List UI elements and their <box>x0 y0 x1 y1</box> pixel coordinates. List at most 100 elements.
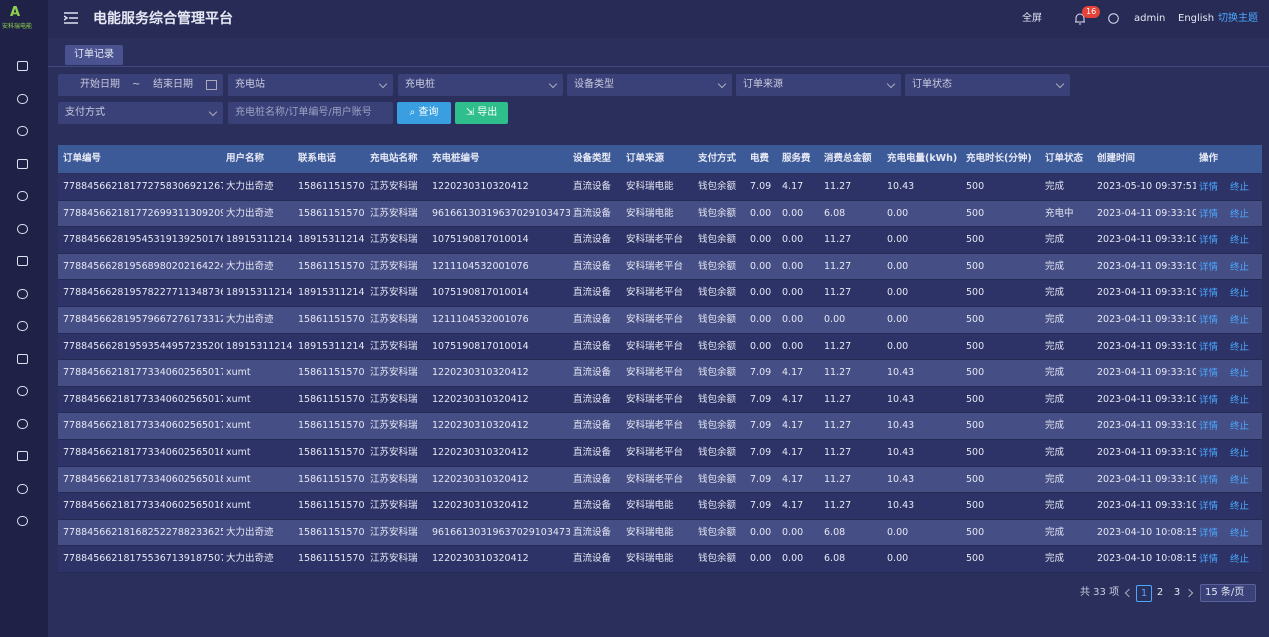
page-number[interactable]: 3 <box>1173 587 1181 598</box>
nav-icon[interactable] <box>17 223 28 234</box>
nav-icon[interactable] <box>17 61 28 71</box>
detail-link[interactable]: 详情 <box>1199 208 1219 220</box>
select[interactable] <box>398 74 563 96</box>
stop-link[interactable]: 终止 <box>1230 474 1250 486</box>
table-cell: 钱包余额 <box>698 447 737 458</box>
table-cell: 18915311214 <box>298 234 365 246</box>
page-number[interactable]: 2 <box>1156 587 1164 598</box>
table-cell: 充电中 <box>1045 207 1074 219</box>
select[interactable] <box>905 74 1070 96</box>
table-cell: 江苏安科瑞 <box>370 207 418 219</box>
table-cell: 2023-04-11 09:33:10 <box>1097 500 1196 512</box>
date-range[interactable] <box>58 74 223 96</box>
nav-icon[interactable] <box>17 386 28 396</box>
stop-link[interactable]: 终止 <box>1230 448 1250 459</box>
top-bar: 电能服务综合管理平台 全屏 16 admin English 切换主题 <box>48 0 1269 38</box>
stop-link[interactable]: 终止 <box>1230 341 1250 353</box>
stop-link[interactable]: 终止 <box>1230 527 1250 539</box>
table-cell: 安科瑞老平台 <box>626 393 684 405</box>
detail-link[interactable]: 详情 <box>1199 341 1219 353</box>
search-input[interactable] <box>228 102 393 124</box>
table-cell: 6.08 <box>824 526 846 538</box>
column-header: 用户名称 <box>226 153 265 164</box>
select[interactable] <box>736 74 901 96</box>
stop-link[interactable]: 终止 <box>1230 554 1250 566</box>
theme-switch[interactable]: 切换主题 <box>1218 13 1258 24</box>
table-cell: xumt <box>226 473 251 485</box>
nav-icon[interactable] <box>17 93 28 104</box>
detail-link[interactable]: 详情 <box>1199 261 1219 273</box>
stop-link[interactable]: 终止 <box>1230 261 1250 273</box>
nav-icon[interactable] <box>17 158 28 169</box>
detail-link[interactable]: 详情 <box>1199 474 1219 486</box>
stop-link[interactable]: 终止 <box>1230 421 1250 433</box>
detail-link[interactable]: 详情 <box>1199 235 1219 247</box>
end-date[interactable]: 结束日期 <box>153 79 193 90</box>
detail-link[interactable]: 详情 <box>1199 421 1219 433</box>
export-button[interactable]: ⇲ 导出 <box>455 102 508 124</box>
page-number[interactable]: 1 <box>1136 585 1152 602</box>
detail-link[interactable]: 详情 <box>1199 288 1219 300</box>
detail-link[interactable]: 详情 <box>1199 554 1219 566</box>
detail-link[interactable]: 详情 <box>1199 501 1219 513</box>
table-cell: 1220230310320412 <box>432 181 529 192</box>
next-arrow[interactable] <box>1184 588 1194 598</box>
stop-link[interactable]: 终止 <box>1230 288 1250 300</box>
stop-link[interactable]: 终止 <box>1230 182 1250 193</box>
nav-icon[interactable] <box>17 288 28 299</box>
nav-icon[interactable] <box>17 191 28 201</box>
stop-link[interactable]: 终止 <box>1230 235 1250 247</box>
prev-arrow[interactable] <box>1124 588 1134 598</box>
select[interactable] <box>58 102 223 124</box>
select[interactable] <box>567 74 732 96</box>
table-row <box>58 546 1262 573</box>
table-cell: 安科瑞电能 <box>626 500 674 512</box>
detail-link[interactable]: 详情 <box>1199 368 1219 380</box>
fullscreen[interactable]: 全屏 <box>1022 13 1042 24</box>
language-switch[interactable]: English <box>1178 13 1215 24</box>
table-cell: 7788456621817733406025650181 <box>63 473 223 485</box>
nav-icon[interactable] <box>17 418 28 429</box>
table-cell: 直流设备 <box>573 473 612 485</box>
detail-link[interactable]: 详情 <box>1199 182 1219 193</box>
help-icon[interactable] <box>1108 13 1119 24</box>
table-row <box>58 519 1262 547</box>
stop-link[interactable]: 终止 <box>1230 368 1250 380</box>
start-date[interactable]: 开始日期 <box>80 79 120 90</box>
tab[interactable]: 订单记录 <box>65 45 123 65</box>
stop-link[interactable]: 终止 <box>1230 394 1250 406</box>
nav-icon[interactable] <box>17 321 28 331</box>
stop-link[interactable]: 终止 <box>1230 501 1250 513</box>
table-cell: 10.43 <box>887 447 915 458</box>
user-name[interactable]: admin <box>1134 13 1166 24</box>
table-cell: 0.00 <box>750 234 772 246</box>
query-button[interactable]: ⌕ 查询 <box>397 102 451 124</box>
nav-icon[interactable] <box>17 126 28 136</box>
detail-link[interactable]: 详情 <box>1199 394 1219 406</box>
detail-link[interactable]: 详情 <box>1199 315 1219 326</box>
table-cell: 2023-04-10 10:08:15 <box>1097 553 1196 565</box>
page-size-select[interactable] <box>1200 584 1256 602</box>
nav-icon[interactable] <box>17 256 28 266</box>
nav-icon[interactable] <box>17 353 28 364</box>
nav-icon[interactable] <box>17 483 28 494</box>
column-header: 操作 <box>1199 153 1219 164</box>
table-cell: 直流设备 <box>573 367 612 379</box>
nav-icon[interactable] <box>17 451 28 461</box>
menu-icon[interactable] <box>64 12 78 24</box>
table-cell: 安科瑞老平台 <box>626 473 684 485</box>
select[interactable] <box>228 74 393 96</box>
stop-link[interactable]: 终止 <box>1230 208 1250 220</box>
page-size: 15 条/页 <box>1205 587 1245 598</box>
nav-icon[interactable] <box>17 516 28 526</box>
detail-link[interactable]: 详情 <box>1199 527 1219 539</box>
stop-link[interactable]: 终止 <box>1230 315 1250 326</box>
table-cell: 15861151570 <box>298 500 365 512</box>
table-cell: 完成 <box>1045 473 1065 485</box>
table-cell: 直流设备 <box>573 260 612 272</box>
detail-link[interactable]: 详情 <box>1199 448 1219 459</box>
table-cell: 直流设备 <box>573 234 612 246</box>
table-cell: 直流设备 <box>573 447 612 458</box>
bell-icon[interactable] <box>1074 12 1086 25</box>
table-cell: 0.00 <box>750 207 772 219</box>
